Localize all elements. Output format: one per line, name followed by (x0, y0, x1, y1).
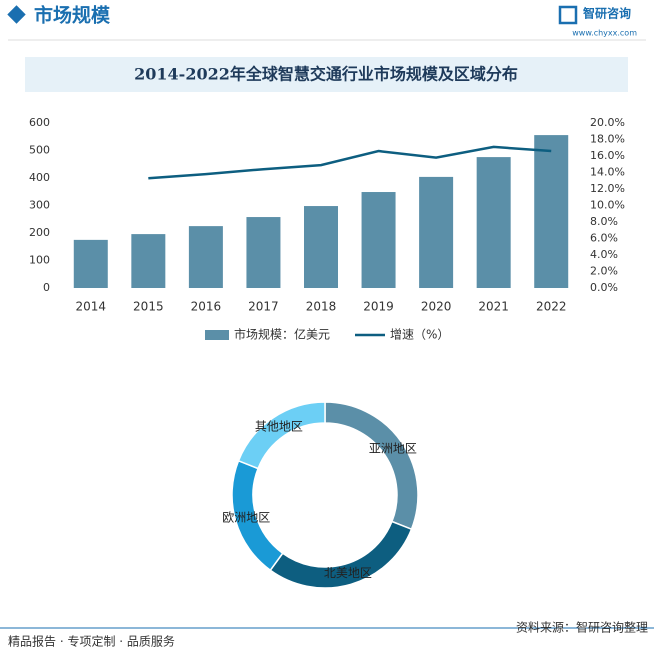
bar (188, 226, 223, 288)
x-tick-label: 2014 (76, 300, 107, 314)
footer-source: 资料来源：智研咨询整理 (516, 620, 648, 635)
x-tick-label: 2022 (536, 300, 567, 314)
x-tick-label: 2019 (363, 300, 394, 314)
logo-url: www.chyxx.com (572, 29, 637, 38)
y-tick-label: 100 (29, 254, 50, 267)
chart-title: 2014-2022年全球智慧交通行业市场规模及区域分布 (134, 65, 518, 84)
y-tick-label: 200 (29, 226, 50, 239)
y2-tick-label: 18.0% (590, 133, 625, 146)
x-tick-label: 2021 (478, 300, 509, 314)
y2-tick-label: 16.0% (590, 149, 625, 162)
donut-segment (237, 401, 326, 470)
y-tick-label: 0 (43, 281, 50, 294)
bar (419, 176, 454, 288)
legend-swatch (205, 330, 229, 340)
y2-tick-label: 14.0% (590, 166, 625, 179)
segment-label: 北美地区 (324, 566, 372, 580)
y2-tick-label: 12.0% (590, 182, 625, 195)
y2-tick-label: 6.0% (590, 232, 618, 245)
bar (73, 239, 108, 288)
footer-left: 精品报告 · 专项定制 · 品质服务 (8, 634, 175, 649)
y-tick-label: 600 (29, 116, 50, 129)
y-tick-label: 400 (29, 171, 50, 184)
header-icon (7, 5, 26, 24)
legend-label: 增速（%） (390, 328, 449, 342)
y2-tick-label: 0.0% (590, 281, 618, 294)
y2-tick-label: 2.0% (590, 265, 618, 278)
y2-tick-label: 20.0% (590, 116, 625, 129)
legend-label: 市场规模：亿美元 (234, 327, 330, 342)
bar (131, 234, 166, 288)
bar (534, 135, 569, 288)
x-tick-label: 2018 (306, 300, 337, 314)
x-tick-label: 2016 (191, 300, 222, 314)
title-band (25, 57, 628, 92)
segment-label: 亚洲地区 (369, 441, 417, 455)
x-tick-label: 2017 (248, 300, 279, 314)
bar (246, 217, 281, 288)
bar (304, 206, 338, 288)
y-tick-label: 500 (29, 144, 50, 157)
header-title: 市场规模 (34, 4, 111, 27)
line (148, 145, 552, 180)
logo-icon (558, 5, 578, 25)
x-tick-label: 2015 (133, 300, 164, 314)
y2-tick-label: 10.0% (590, 199, 625, 212)
x-tick-label: 2020 (421, 300, 452, 314)
logo-text: 智研咨询 (582, 6, 631, 21)
bar (476, 157, 511, 288)
y-tick-label: 300 (29, 199, 50, 212)
donut-segment (324, 401, 419, 531)
bar (361, 192, 396, 288)
y2-tick-label: 4.0% (590, 248, 618, 261)
y2-tick-label: 8.0% (590, 215, 618, 228)
segment-label: 其他地区 (255, 420, 303, 434)
segment-label: 欧洲地区 (222, 510, 270, 524)
